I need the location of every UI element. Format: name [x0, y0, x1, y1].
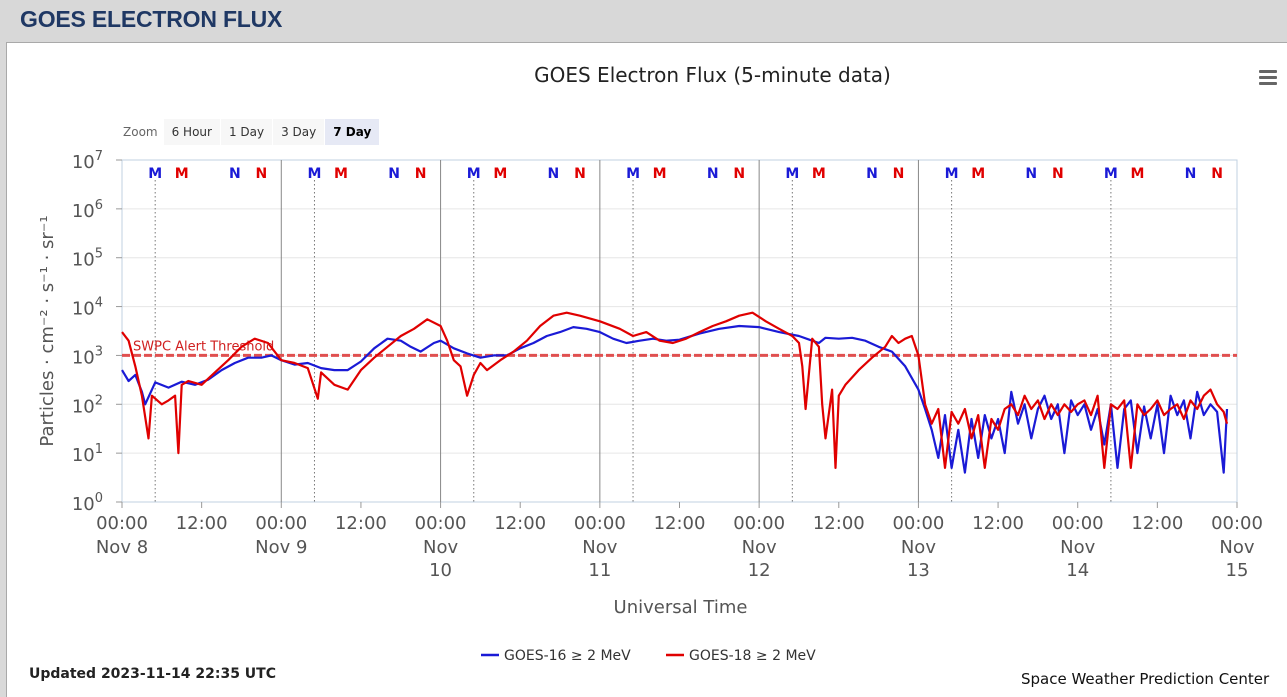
x-tick-date-label: 11 — [588, 560, 611, 581]
y-tick-label: 107 — [72, 149, 103, 173]
zoom-7-day-button[interactable]: 7 Day — [325, 119, 380, 145]
series-line-goes-18 — [121, 311, 1229, 469]
marker-label-n: N — [1025, 166, 1037, 182]
x-tick-date-label: 10 — [429, 560, 452, 581]
credit-text: Space Weather Prediction Center — [1021, 670, 1270, 688]
marker-label-n: N — [866, 166, 878, 182]
alert-threshold-label: SWPC Alert Threshold — [133, 339, 274, 354]
zoom-6-hour-button[interactable]: 6 Hour — [163, 119, 220, 145]
x-tick-date-label: Nov 8 — [96, 537, 148, 558]
x-tick-label: 12:00 — [176, 513, 228, 534]
x-tick-date-label: Nov — [1219, 537, 1254, 558]
zoom-bar: Zoom 6 Hour 1 Day 3 Day 7 Day — [118, 119, 380, 145]
y-tick-label: 104 — [72, 296, 103, 320]
marker-label-m: M — [493, 166, 507, 182]
marker-label-n: N — [574, 166, 586, 182]
zoom-label: Zoom — [123, 125, 158, 139]
marker-label-n: N — [1052, 166, 1064, 182]
y-tick-label: 100 — [72, 491, 103, 515]
marker-label-m: M — [1104, 166, 1118, 182]
marker-label-m: M — [945, 166, 959, 182]
legend-label: GOES-18 ≥ 2 MeV — [689, 648, 816, 664]
x-tick-date-label: Nov 9 — [255, 537, 307, 558]
chart-title: GOES Electron Flux (5-minute data) — [534, 63, 891, 87]
y-tick-label: 106 — [72, 198, 103, 222]
marker-label-m: M — [812, 166, 826, 182]
x-tick-label: 00:00 — [1211, 513, 1263, 534]
x-tick-date-label: Nov — [901, 537, 936, 558]
x-tick-label: 00:00 — [892, 513, 944, 534]
x-tick-label: 00:00 — [415, 513, 467, 534]
y-tick-label: 101 — [72, 442, 103, 466]
y-tick-label: 103 — [72, 344, 103, 368]
x-tick-label: 00:00 — [255, 513, 307, 534]
x-tick-label: 12:00 — [654, 513, 706, 534]
marker-label-m: M — [626, 166, 640, 182]
marker-label-n: N — [229, 166, 241, 182]
legend-label: GOES-16 ≥ 2 MeV — [504, 648, 631, 664]
x-tick-label: 00:00 — [733, 513, 785, 534]
marker-label-n: N — [1185, 166, 1197, 182]
x-tick-date-label: 12 — [748, 560, 771, 581]
marker-label-n: N — [388, 166, 400, 182]
series-line-goes-16 — [121, 324, 1229, 474]
x-tick-label: 00:00 — [574, 513, 626, 534]
marker-label-m: M — [148, 166, 162, 182]
marker-label-m: M — [785, 166, 799, 182]
x-tick-label: 00:00 — [96, 513, 148, 534]
page-title: GOES ELECTRON FLUX — [20, 6, 283, 32]
marker-label-n: N — [256, 166, 268, 182]
marker-label-m: M — [467, 166, 481, 182]
marker-label-m: M — [971, 166, 985, 182]
chart-menu-icon[interactable] — [1259, 70, 1277, 86]
marker-label-m: M — [175, 166, 189, 182]
marker-label-m: M — [334, 166, 348, 182]
zoom-3-day-button[interactable]: 3 Day — [273, 119, 325, 145]
page-header: GOES ELECTRON FLUX — [0, 0, 1287, 42]
plot-area — [121, 159, 1238, 503]
x-tick-label: 12:00 — [335, 513, 387, 534]
marker-label-n: N — [1211, 166, 1223, 182]
x-tick-label: 00:00 — [1052, 513, 1104, 534]
x-tick-date-label: Nov — [423, 537, 458, 558]
marker-label-m: M — [653, 166, 667, 182]
marker-label-n: N — [733, 166, 745, 182]
y-tick-label: 102 — [72, 393, 103, 417]
x-tick-label: 12:00 — [813, 513, 865, 534]
x-tick-date-label: Nov — [582, 537, 617, 558]
marker-label-n: N — [548, 166, 560, 182]
x-tick-date-label: Nov — [742, 537, 777, 558]
x-tick-date-label: Nov — [1060, 537, 1095, 558]
zoom-1-day-button[interactable]: 1 Day — [220, 119, 273, 145]
y-tick-label: 105 — [72, 247, 103, 271]
x-tick-date-label: 13 — [907, 560, 930, 581]
x-tick-label: 12:00 — [494, 513, 546, 534]
marker-label-m: M — [1130, 166, 1144, 182]
y-axis-label: Particles · cm⁻² · s⁻¹ · sr⁻¹ — [37, 215, 58, 446]
marker-label-n: N — [893, 166, 905, 182]
x-tick-label: 12:00 — [1131, 513, 1183, 534]
x-tick-date-label: 14 — [1066, 560, 1089, 581]
x-axis-label: Universal Time — [614, 597, 748, 618]
marker-label-n: N — [415, 166, 427, 182]
marker-label-m: M — [308, 166, 322, 182]
x-tick-date-label: 15 — [1226, 560, 1249, 581]
x-tick-label: 12:00 — [972, 513, 1024, 534]
updated-timestamp: Updated 2023-11-14 22:35 UTC — [29, 666, 276, 682]
marker-label-n: N — [707, 166, 719, 182]
